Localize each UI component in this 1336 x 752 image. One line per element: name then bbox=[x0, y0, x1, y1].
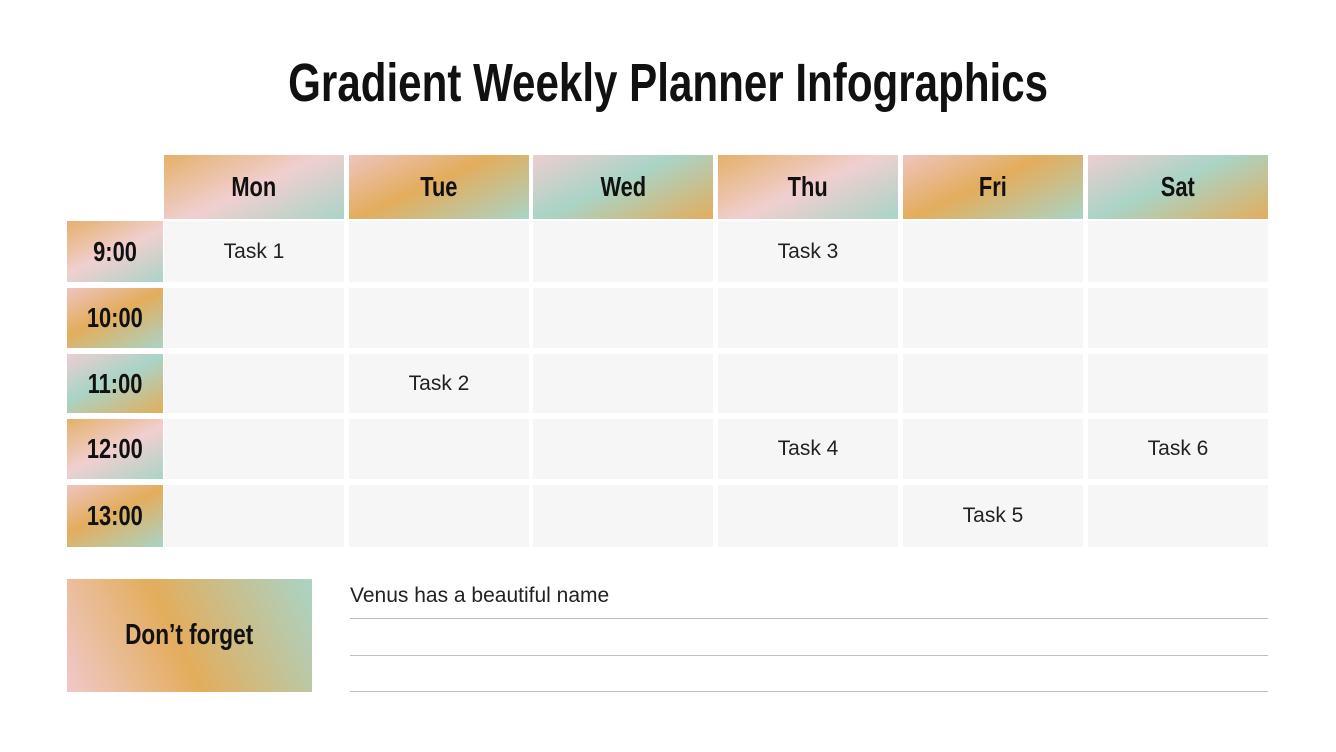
note-line-1[interactable]: Venus has a beautiful name bbox=[350, 584, 1268, 619]
day-header-wed: Wed bbox=[533, 155, 713, 219]
schedule-cell[interactable] bbox=[164, 485, 344, 547]
schedule-cell[interactable] bbox=[533, 354, 713, 413]
schedule-cell[interactable]: Task 6 bbox=[1088, 419, 1268, 479]
day-header-sat: Sat bbox=[1088, 155, 1268, 219]
schedule-cell[interactable] bbox=[349, 221, 529, 282]
schedule-cell[interactable] bbox=[1088, 288, 1268, 348]
schedule-cell[interactable]: Task 4 bbox=[718, 419, 898, 479]
note-line-2[interactable] bbox=[350, 620, 1268, 656]
schedule-cell[interactable] bbox=[349, 288, 529, 348]
schedule-cell[interactable] bbox=[903, 221, 1083, 282]
schedule-cell[interactable] bbox=[164, 419, 344, 479]
schedule-cell[interactable] bbox=[903, 354, 1083, 413]
schedule-cell[interactable] bbox=[533, 288, 713, 348]
day-header-thu: Thu bbox=[718, 155, 898, 219]
schedule-cell[interactable] bbox=[533, 419, 713, 479]
time-label: 12:00 bbox=[67, 419, 163, 479]
note-line-3[interactable] bbox=[350, 656, 1268, 692]
schedule-cell[interactable] bbox=[903, 288, 1083, 348]
schedule-cell[interactable] bbox=[718, 485, 898, 547]
schedule-cell[interactable]: Task 5 bbox=[903, 485, 1083, 547]
page-title: Gradient Weekly Planner Infographics bbox=[288, 53, 1048, 113]
schedule-cell[interactable] bbox=[533, 221, 713, 282]
schedule-cell[interactable]: Task 2 bbox=[349, 354, 529, 413]
schedule-cell[interactable] bbox=[349, 419, 529, 479]
schedule-cell[interactable] bbox=[1088, 354, 1268, 413]
schedule-cell[interactable] bbox=[164, 288, 344, 348]
schedule-cell[interactable] bbox=[1088, 221, 1268, 282]
schedule-cell[interactable] bbox=[164, 354, 344, 413]
day-header-fri: Fri bbox=[903, 155, 1083, 219]
schedule-cell[interactable]: Task 1 bbox=[164, 221, 344, 282]
time-label: 9:00 bbox=[67, 221, 163, 282]
schedule-cell[interactable]: Task 3 bbox=[718, 221, 898, 282]
time-label: 10:00 bbox=[67, 288, 163, 348]
schedule-cell[interactable] bbox=[718, 354, 898, 413]
schedule-cell[interactable] bbox=[1088, 485, 1268, 547]
dont-forget-label: Don’t forget bbox=[67, 579, 312, 692]
schedule-cell[interactable] bbox=[533, 485, 713, 547]
day-header-mon: Mon bbox=[164, 155, 344, 219]
time-label: 13:00 bbox=[67, 485, 163, 547]
time-label: 11:00 bbox=[67, 354, 163, 413]
schedule-cell[interactable] bbox=[718, 288, 898, 348]
schedule-cell[interactable] bbox=[903, 419, 1083, 479]
day-header-tue: Tue bbox=[349, 155, 529, 219]
schedule-cell[interactable] bbox=[349, 485, 529, 547]
